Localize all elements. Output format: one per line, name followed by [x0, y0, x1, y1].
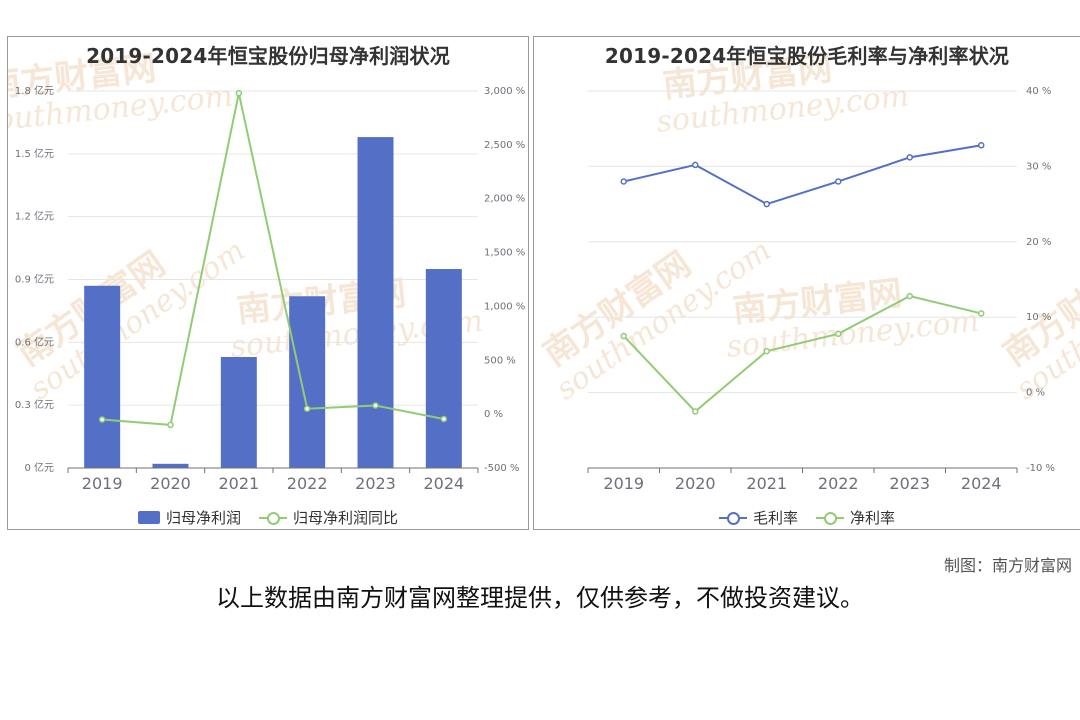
right-chart-svg: 南方财富网southmoney.com南方财富网southmoney.com南方… [536, 48, 1080, 493]
bar-net-profit-2021 [220, 356, 257, 468]
left-chart-title: 2019-2024年恒宝股份归母净利润状况 [86, 44, 450, 68]
point-net-profit-yoy-2023 [372, 402, 379, 409]
line-net-margin [623, 295, 982, 413]
right-chart-title: 2019-2024年恒宝股份毛利率与净利率状况 [604, 44, 1010, 68]
legend-swatch-line [259, 511, 287, 525]
y-right-tick-label: 0 % [1026, 388, 1045, 399]
point-net-profit-yoy-2024 [440, 415, 448, 423]
legend-label-net-margin: 净利率 [850, 509, 896, 527]
y-left-tick-label: 0.9 亿元 [15, 273, 54, 286]
y-left-tick-label: 0.3 亿元 [15, 398, 54, 411]
y-left-tick-label: 1.8 亿元 [15, 84, 54, 97]
point-net-profit-yoy-2020 [167, 421, 174, 429]
x-tick-label: 2024 [961, 474, 1002, 493]
y-right-tick-label: 20 % [1026, 237, 1051, 248]
legend-label-gross-margin: 毛利率 [752, 509, 798, 527]
y-left-tick-label: 1.5 亿元 [15, 147, 54, 160]
y-right-tick-label: 2,500 % [484, 140, 525, 151]
x-tick-label: 2023 [355, 474, 396, 493]
legend-swatch-bar [137, 511, 160, 524]
legend-item-net-profit-yoy[interactable]: 归母净利润同比 [259, 507, 398, 528]
legend-label-net-profit-yoy: 归母净利润同比 [293, 509, 399, 527]
x-tick-label: 2024 [423, 474, 464, 493]
disclaimer-text: 以上数据由南方财富网整理提供，仅供参考，不做投资建议。 [216, 584, 864, 612]
line-net-profit-yoy [102, 92, 445, 426]
left-chart-panel: 南方财富网southmoney.com南方财富网southmoney.com南方… [7, 36, 529, 530]
bar-net-profit-2024 [425, 269, 462, 468]
y-right-tick-label: 2,000 % [484, 194, 525, 205]
y-right-tick-label: 3,000 % [484, 86, 525, 97]
y-right-tick-label: 1,000 % [484, 301, 525, 312]
right-chart-legend: 毛利率 净利率 [534, 507, 1080, 528]
legend-swatch-line [718, 511, 747, 525]
point-gross-margin-2023 [906, 154, 913, 161]
point-net-margin-2024 [978, 310, 985, 317]
point-gross-margin-2024 [978, 142, 985, 149]
x-tick-label: 2023 [889, 474, 930, 493]
y-right-tick-label: 500 % [484, 355, 516, 366]
x-tick-label: 2021 [746, 474, 787, 493]
bar-net-profit-2019 [84, 285, 121, 468]
x-tick-label: 2019 [603, 474, 644, 493]
point-net-profit-yoy-2019 [98, 416, 106, 423]
point-gross-margin-2019 [620, 178, 627, 185]
point-net-margin-2023 [906, 292, 913, 300]
point-gross-margin-2022 [835, 178, 842, 185]
bar-net-profit-2022 [289, 296, 326, 468]
y-right-tick-label: -500 % [484, 463, 519, 474]
legend-item-net-margin[interactable]: 净利率 [816, 507, 895, 528]
y-right-tick-label: 10 % [1026, 312, 1051, 323]
y-left-tick-label: 1.2 亿元 [15, 210, 54, 223]
y-right-tick-label: 1,500 % [484, 248, 525, 259]
point-net-margin-2022 [835, 330, 842, 338]
point-net-margin-2021 [763, 347, 770, 355]
x-tick-label: 2020 [150, 474, 191, 493]
y-right-tick-label: 30 % [1026, 161, 1051, 172]
point-net-profit-yoy-2021 [235, 89, 243, 97]
y-left-tick-label: 0.6 亿元 [15, 335, 54, 348]
y-left-tick-label: 0 亿元 [24, 461, 54, 474]
left-chart-legend: 归母净利润 归母净利润同比 [8, 507, 528, 528]
y-right-tick-label: 40 % [1026, 86, 1051, 97]
legend-item-net-profit[interactable]: 归母净利润 [137, 507, 241, 528]
chart-credit: 制图：南方财富网 [943, 556, 1072, 575]
point-net-margin-2019 [620, 332, 627, 340]
left-chart-svg: 南方财富网southmoney.com南方财富网southmoney.com南方… [8, 48, 525, 493]
legend-item-gross-margin[interactable]: 毛利率 [718, 507, 798, 528]
point-gross-margin-2021 [763, 200, 770, 208]
line-gross-margin [623, 144, 982, 206]
bar-net-profit-2023 [357, 137, 394, 469]
x-tick-label: 2020 [675, 474, 716, 493]
right-chart-panel: 南方财富网 southmoney.com 南方财富网 southmoney.com 南方… [533, 36, 1080, 530]
point-net-margin-2020 [692, 408, 699, 415]
x-tick-label: 2019 [82, 474, 123, 493]
legend-label-net-profit: 归母净利润 [165, 509, 241, 527]
legend-swatch-line [816, 511, 844, 525]
point-gross-margin-2020 [692, 161, 699, 169]
x-tick-label: 2022 [287, 474, 328, 493]
bar-net-profit-2020 [152, 463, 189, 468]
point-net-profit-yoy-2022 [303, 405, 311, 413]
y-right-tick-label: 0 % [484, 409, 503, 420]
y-right-tick-label: -10 % [1026, 463, 1055, 474]
x-tick-label: 2022 [818, 474, 859, 493]
x-tick-label: 2021 [218, 474, 259, 493]
